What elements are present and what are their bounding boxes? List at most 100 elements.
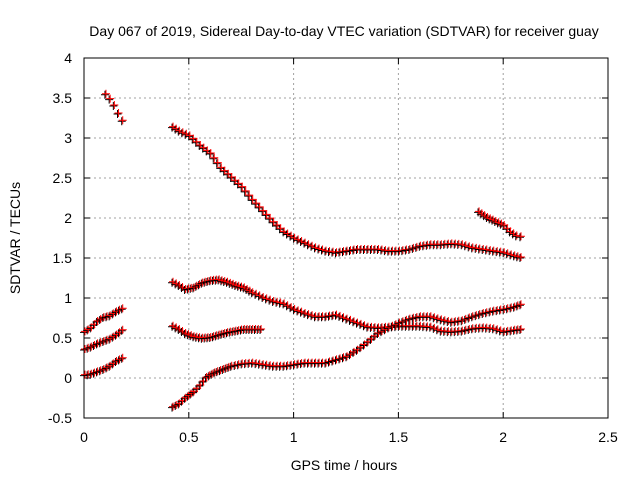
data-point-shadow — [345, 351, 354, 360]
data-point-shadow — [348, 348, 357, 357]
data-point — [206, 149, 215, 157]
data-point-shadow — [321, 313, 330, 322]
data-point-shadow — [411, 314, 420, 322]
data-point — [114, 109, 123, 117]
data-point-shadow — [268, 218, 277, 227]
x-tick-label: 0.5 — [179, 429, 199, 445]
y-tick-label: 3.5 — [53, 90, 73, 106]
data-point-shadow — [100, 90, 109, 99]
data-point-shadow — [113, 110, 122, 118]
data-point-shadow — [506, 304, 515, 313]
data-point-shadow — [230, 177, 239, 186]
data-point — [276, 224, 285, 233]
data-point-shadow — [404, 246, 413, 254]
data-point — [266, 214, 275, 223]
data-point — [234, 179, 243, 188]
y-tick-label: 1.5 — [53, 250, 73, 266]
data-point-shadow — [247, 289, 256, 298]
data-point-shadow — [117, 117, 126, 126]
data-point-shadow — [338, 354, 347, 363]
data-point-shadow — [394, 319, 403, 328]
data-point-shadow — [457, 327, 466, 336]
data-point — [224, 169, 233, 178]
data-point-shadow — [331, 356, 340, 365]
data-point — [210, 153, 219, 162]
y-tick-label: 2.5 — [53, 170, 73, 186]
data-point-shadow — [390, 321, 399, 330]
data-point-shadow — [397, 247, 406, 256]
data-point-shadow — [411, 243, 420, 252]
data-point-shadow — [415, 242, 424, 251]
data-point — [220, 166, 229, 175]
y-tick-label: 0.5 — [53, 330, 73, 346]
data-point — [516, 300, 525, 309]
series-arc-c — [80, 353, 127, 380]
y-tick-label: 3 — [64, 130, 72, 146]
data-point-shadow — [233, 180, 242, 189]
data-point-shadow — [408, 314, 417, 323]
series-arc-h — [168, 321, 266, 343]
data-point-shadow — [338, 248, 347, 257]
data-point-shadow — [289, 234, 298, 243]
data-point — [262, 210, 271, 219]
data-point-shadow — [226, 362, 235, 371]
data-point-shadow — [450, 318, 459, 327]
data-point-shadow — [457, 317, 466, 326]
data-point — [257, 325, 266, 333]
data-point-shadow — [105, 95, 114, 104]
data-point-shadow — [460, 315, 469, 324]
data-point-shadow — [181, 130, 190, 139]
data-point-shadow — [335, 248, 344, 257]
data-point-shadow — [387, 322, 396, 331]
data-point-shadow — [191, 138, 200, 147]
y-axis-label: SDTVAR / TECUs — [7, 182, 23, 294]
data-point-shadow — [300, 239, 309, 248]
data-point-shadow — [237, 183, 246, 192]
data-point-shadow — [478, 310, 487, 318]
data-point — [192, 137, 201, 146]
data-point — [101, 89, 110, 98]
data-point-shadow — [464, 314, 473, 323]
data-point-shadow — [502, 327, 511, 336]
data-point-shadow — [188, 135, 197, 144]
data-point-shadow — [328, 312, 337, 321]
data-point-shadow — [289, 361, 298, 370]
data-point-shadow — [499, 328, 508, 337]
data-point-shadow — [244, 192, 253, 201]
data-point-shadow — [247, 196, 256, 205]
data-point-shadow — [265, 215, 274, 224]
data-point-shadow — [216, 164, 225, 173]
data-point — [238, 182, 247, 191]
data-point — [110, 101, 119, 109]
data-point-shadow — [488, 307, 497, 316]
data-point-shadow — [464, 326, 473, 334]
data-point — [118, 304, 127, 313]
data-point — [259, 206, 268, 215]
data-point-shadow — [418, 242, 427, 251]
data-point-shadow — [254, 292, 263, 301]
data-point-shadow — [282, 362, 291, 371]
data-point-shadow — [261, 211, 270, 220]
tick-layer: 0 0.5 1 1.5 2 2.5 -0.5 0 0.5 1 1.5 2 2.5 3 3.5 4 — [48, 50, 618, 445]
data-point-shadow — [296, 360, 305, 369]
series-arc-i — [168, 300, 525, 412]
data-point-shadow — [453, 317, 462, 326]
data-point-shadow — [233, 361, 242, 370]
data-point-shadow — [380, 326, 389, 335]
data-point-shadow — [282, 230, 291, 239]
data-point — [516, 253, 525, 261]
data-point — [255, 202, 264, 211]
data-point-shadow — [251, 290, 260, 299]
y-tick-label: 2 — [64, 210, 72, 226]
data-point-shadow — [515, 254, 524, 262]
data-point — [118, 353, 127, 362]
data-point-shadow — [209, 154, 218, 163]
data-point-shadow — [404, 315, 413, 324]
marker-layer — [80, 89, 525, 412]
data-point-shadow — [342, 247, 350, 256]
data-point-shadow — [117, 305, 126, 314]
data-point — [252, 199, 261, 208]
x-tick-label: 1.5 — [389, 429, 409, 445]
data-point-shadow — [223, 170, 232, 179]
